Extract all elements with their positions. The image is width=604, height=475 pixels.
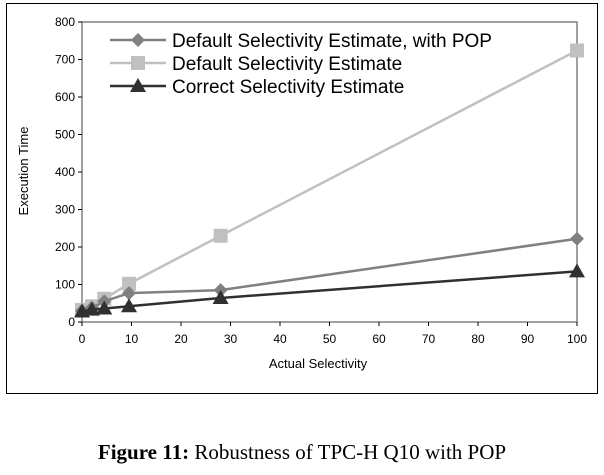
x-axis-label: Actual Selectivity [269,356,368,371]
legend-label: Default Selectivity Estimate, with POP [172,31,492,52]
x-tick-label: 100 [567,332,587,346]
y-axis-ticks: 0 100 200 300 400 500 600 700 800 [55,15,82,329]
x-tick-label: 20 [174,332,188,346]
data-point [212,290,229,304]
data-point [96,300,113,315]
y-tick-label: 500 [55,128,75,142]
y-tick-label: 700 [55,53,75,67]
x-tick-label: 70 [422,332,436,346]
x-tick-label: 40 [273,332,287,346]
x-tick-label: 0 [79,332,86,346]
data-point [121,298,138,313]
data-point [122,286,137,301]
data-point [83,301,100,316]
y-axis-label: Execution Time [16,127,31,216]
x-tick-label: 30 [224,332,238,346]
series-line [81,237,578,312]
x-tick-label: 80 [471,332,485,346]
y-tick-label: 200 [55,240,75,254]
x-tick-label: 60 [372,332,386,346]
x-axis-ticks: 0 10 20 30 40 50 60 70 80 90 100 [79,322,587,346]
legend-entry: Default Selectivity Estimate [110,54,402,75]
figure-caption: Figure 11: Robustness of TPC-H Q10 with … [0,440,604,465]
data-point [570,231,584,246]
data-point [122,276,137,291]
y-tick-label: 300 [55,203,75,217]
legend-marker [131,56,145,70]
series-triangle [74,263,585,318]
chart-frame [6,3,598,394]
legend-label: Default Selectivity Estimate [172,54,402,75]
y-tick-label: 600 [55,90,75,104]
legend-entry: Default Selectivity Estimate, with POP [110,31,492,52]
y-tick-label: 100 [55,278,75,292]
caption-text: Robustness of TPC-H Q10 with POP [189,440,507,464]
x-tick-label: 10 [125,332,139,346]
legend-entry: Correct Selectivity Estimate [110,77,404,98]
legend-label: Correct Selectivity Estimate [172,77,404,98]
legend-marker [131,33,145,47]
x-tick-label: 50 [323,332,337,346]
data-point [213,228,228,243]
line-chart: 0 100 200 300 400 500 600 700 800 0 10 20 30 40 50 60 7… [16,15,587,371]
data-point [569,263,585,278]
data-point [570,43,584,58]
y-tick-label: 800 [55,15,75,29]
x-tick-label: 90 [521,332,535,346]
series-layer [74,43,585,318]
y-tick-label: 400 [55,165,75,179]
legend-marker [130,78,146,92]
caption-label: Figure 11: [97,440,190,464]
legend: Default Selectivity Estimate, with POPDe… [110,31,492,98]
y-tick-label: 0 [68,315,75,329]
